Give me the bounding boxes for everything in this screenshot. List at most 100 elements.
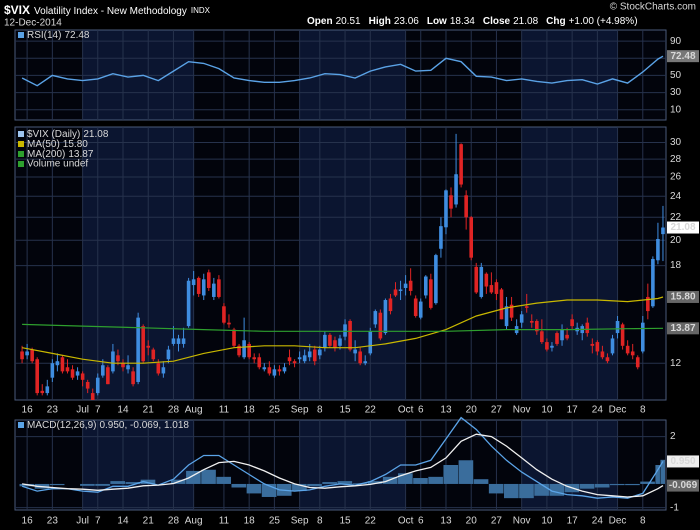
histogram-bar [49,483,65,486]
x-tick-label: 20 [466,405,478,416]
histogram-bar [367,481,383,484]
candle-body [358,351,362,364]
candle-body [191,279,196,286]
value-box [667,455,699,468]
moving-average [22,323,664,332]
histogram-bar [322,482,337,484]
histogram-bar [125,482,141,484]
x-tick-label: 15 [339,405,351,416]
candle-body [206,272,211,288]
candle-body [232,329,236,346]
candle-body [30,349,34,362]
histogram-bar [398,473,413,484]
quote-value: 23.06 [394,16,419,27]
candle-body [590,343,595,346]
y-tick-label: 10 [670,104,682,115]
candle-body [489,285,494,293]
quote-label: Open [307,16,333,27]
candle-body [80,373,85,380]
candle-body [217,279,221,297]
candle-body [413,298,418,316]
legend-text: MACD(12,26,9) [27,420,96,431]
candle-body [610,338,615,354]
candle-body [535,320,539,332]
histogram-bar [428,476,443,484]
x-tick-label: 28 [168,516,180,527]
candle-body [519,314,524,323]
histogram-bar [216,476,231,484]
candle-body [151,349,156,360]
histogram-bar [80,483,95,486]
histogram-bar [579,483,595,489]
legend-text: 21.08 [83,129,108,140]
candle-body [85,381,90,389]
x-tick-label: Jul [76,516,89,527]
candle-body [383,300,388,334]
x-tick-label: 11 [219,516,230,527]
candle-body [363,361,368,364]
histogram-bar [140,479,156,484]
candle-body [454,174,458,205]
watermark: © StockCharts.com [610,2,696,13]
candle-body [90,393,95,400]
candle-body [661,227,665,235]
x-tick-label: 22 [365,405,377,416]
candle-body [348,320,352,350]
x-tick-label: 27 [491,516,503,527]
macd-line [21,433,664,498]
x-tick-label: 22 [365,516,377,527]
histogram-bar [292,483,307,492]
candle-body [171,338,176,344]
candle-body [323,334,327,348]
legend-icon [18,141,24,147]
candle-body [434,255,438,304]
value-box-label: -0.069 [669,480,698,491]
candle-body [565,334,569,339]
candle-body [328,334,332,346]
legend-text: RSI(14) [27,30,61,41]
candle-body [646,296,650,312]
value-box-label: 15.80 [670,292,695,303]
date: 12-Dec-2014 [4,18,62,29]
histogram-bar [625,483,640,486]
candle-body [35,359,40,394]
value-box [667,221,699,234]
x-tick-label: 10 [541,516,553,527]
name: Volatility Index - New Methodology [34,6,187,17]
candle-body [469,217,474,258]
candle-body [595,342,600,352]
month-shade [521,127,618,400]
y-tick-label: 26 [670,172,682,183]
candle-body [378,312,383,339]
candle-body [282,367,287,372]
legend-icon [18,131,24,137]
legend-text: MA(200) [27,149,65,160]
month-shade [299,127,406,400]
quote-label: High [369,16,391,27]
candle-body [222,306,226,323]
histogram-bar [504,483,519,499]
legend-icon [18,422,24,428]
candle-body [201,279,206,296]
candle-body [257,357,262,368]
candle-body [620,324,625,346]
x-tick-label: 21 [143,516,155,527]
value-box-label: 13.87 [670,323,695,334]
x-tick-label: 25 [269,516,281,527]
x-tick-label: 17 [567,516,579,527]
candle-body [499,289,504,320]
x-tick-label: 8 [640,405,646,416]
candle-body [50,363,55,378]
candle-body [247,343,251,358]
legend-icon [18,151,24,157]
x-tick-label: 18 [244,405,256,416]
candle-body [479,266,484,297]
candle-body [524,306,529,308]
x-tick-label: 13 [440,405,452,416]
y-tick-label: 20 [670,235,682,246]
candle-body [45,386,50,394]
candle-body [449,195,453,209]
histogram-bar [186,470,201,484]
candle-body [302,355,307,362]
